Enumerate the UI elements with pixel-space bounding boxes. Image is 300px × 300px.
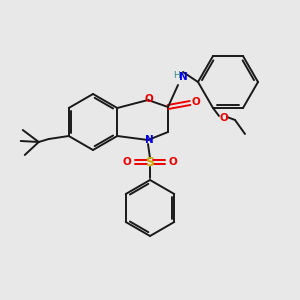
Text: N: N xyxy=(178,72,188,82)
Text: O: O xyxy=(169,157,177,167)
Text: O: O xyxy=(123,157,131,167)
Text: O: O xyxy=(145,94,153,104)
Text: H: H xyxy=(172,70,179,80)
Text: O: O xyxy=(220,113,228,123)
Text: S: S xyxy=(146,155,154,169)
Text: N: N xyxy=(145,135,153,145)
Text: O: O xyxy=(192,97,200,107)
